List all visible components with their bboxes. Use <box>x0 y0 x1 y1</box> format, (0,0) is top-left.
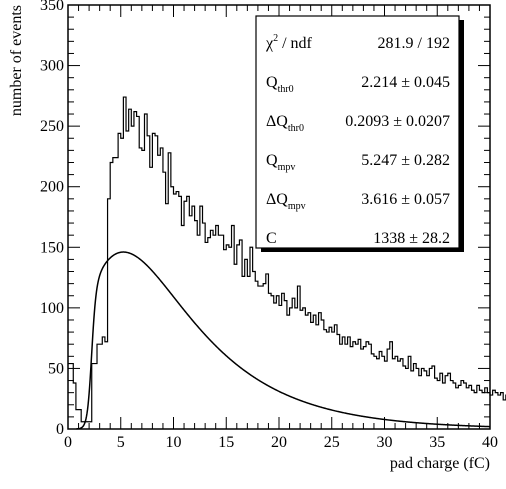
y-tick-label: 200 <box>40 179 64 196</box>
y-tick-labels: 0 50 100 150 200 250 300 350 <box>40 0 64 438</box>
stat-label: χ2 / ndf <box>265 33 313 52</box>
stat-value: 0.2093 ± 0.0207 <box>345 113 450 130</box>
stat-value: 2.214 ± 0.045 <box>361 74 450 91</box>
stat-suffix: / ndf <box>278 35 312 52</box>
x-axis-label: pad charge (fC) <box>390 455 490 472</box>
stat-value: 3.616 ± 0.057 <box>361 191 450 208</box>
x-tick-labels: 0 5 10 15 20 25 30 35 40 <box>64 434 498 451</box>
stat-symbol: χ <box>265 35 274 52</box>
stat-value: 1338 ± 28.2 <box>373 230 450 247</box>
x-tick-label: 10 <box>166 434 182 451</box>
stat-subscript: mpv <box>288 201 306 212</box>
stat-subscript: thr0 <box>288 123 304 134</box>
stat-symbol: C <box>266 230 277 247</box>
y-tick-label: 100 <box>40 300 64 317</box>
stat-symbol: Q <box>266 152 278 169</box>
x-tick-label: 0 <box>64 434 72 451</box>
x-tick-label: 20 <box>271 434 287 451</box>
y-axis-label: number of events <box>8 5 25 116</box>
fit-curve <box>76 251 491 430</box>
x-tick-label: 15 <box>218 434 234 451</box>
x-tick-label: 40 <box>482 434 498 451</box>
y-tick-label: 0 <box>56 421 64 438</box>
y-tick-label: 150 <box>40 239 64 256</box>
plot-frame <box>67 4 491 430</box>
x-tick-label: 35 <box>429 434 445 451</box>
stat-value: 281.9 / 192 <box>378 35 450 52</box>
stat-label: Qmpv <box>266 152 295 173</box>
x-tick-label: 30 <box>377 434 393 451</box>
stat-subscript: mpv <box>278 162 296 173</box>
y-tick-label: 350 <box>40 0 64 14</box>
stat-label: C <box>266 230 277 247</box>
stat-label: Qthr0 <box>266 74 294 95</box>
stat-value: 5.247 ± 0.282 <box>361 152 450 169</box>
stat-symbol: ΔQ <box>266 191 288 208</box>
stat-superscript: 2 <box>273 33 278 44</box>
y-tick-label: 50 <box>48 360 64 377</box>
axis-ticks <box>67 4 491 430</box>
stat-label: ΔQthr0 <box>266 113 304 134</box>
histogram-series <box>68 96 506 423</box>
x-tick-label: 5 <box>117 434 125 451</box>
y-tick-label: 250 <box>40 118 64 135</box>
stat-subscript: thr0 <box>278 84 294 95</box>
stat-label: ΔQmpv <box>266 191 306 212</box>
y-tick-label: 300 <box>40 58 64 75</box>
stat-symbol: Q <box>266 74 278 91</box>
stat-symbol: ΔQ <box>266 113 288 130</box>
x-tick-label: 25 <box>324 434 340 451</box>
stat-box <box>255 15 460 249</box>
